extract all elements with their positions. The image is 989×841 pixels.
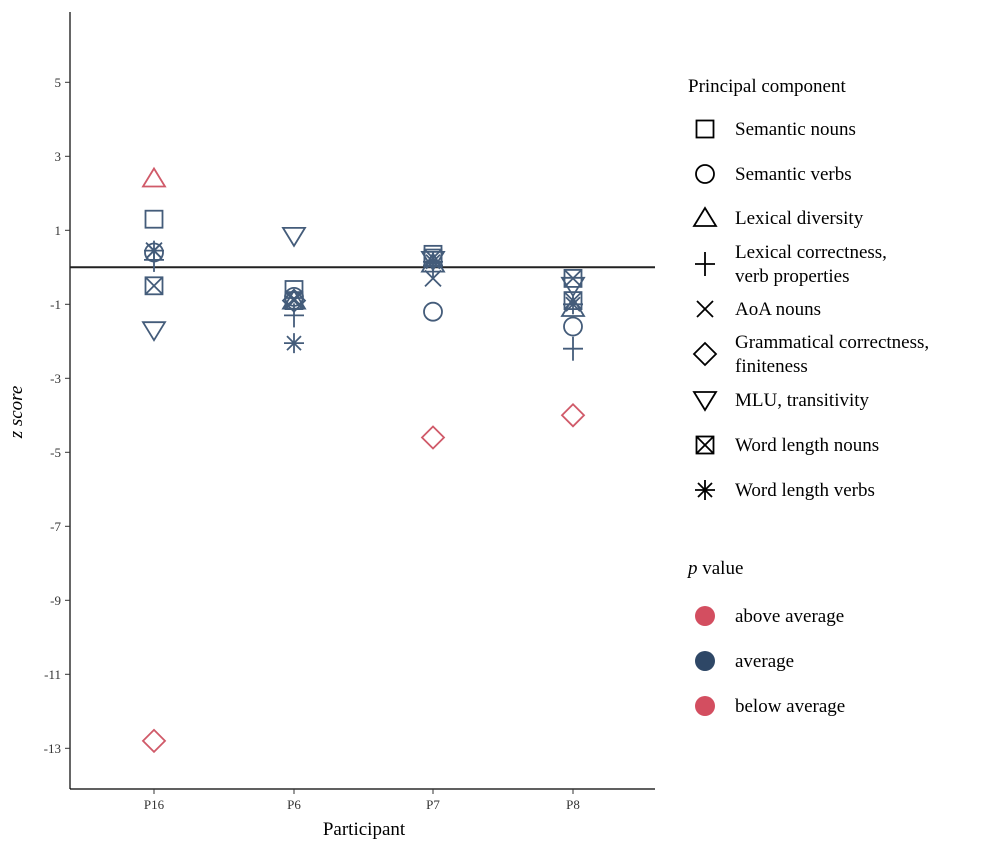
legend-label: Lexical diversity [735,208,864,229]
data-point [563,268,583,288]
data-point [284,291,304,311]
x-tick-label: P16 [144,797,165,812]
data-point [144,240,164,261]
data-point [144,276,164,296]
legend-color-label: above average [735,606,844,627]
data-point [560,403,586,428]
legend-key-triangle-up [692,206,718,227]
data-points [141,166,586,754]
legend-title-italic: p [686,558,698,579]
x-axis-title: Participant [323,819,406,840]
legend-label: Semantic nouns [735,119,856,140]
x-tick-label: P6 [287,797,301,812]
y-tick-label: -11 [44,667,61,682]
data-point [141,166,167,188]
legend-key-square [695,119,715,139]
x-tick-label: P8 [566,797,580,812]
y-tick-label: -5 [50,445,61,460]
axes: 5 3 1 -1 -3 -5 -7 -9 -11 -13 P16 P6 P7 P8 [44,12,655,812]
data-point [424,269,442,288]
legend-key-square-x [695,435,715,455]
y-tick-label: 1 [55,223,62,238]
y-tick-label: -7 [50,519,61,534]
legend-label: Grammatical correctness, [735,332,929,353]
data-point [563,316,583,337]
legend: Principal component Semantic nouns Semanti… [686,76,929,717]
data-point [144,209,164,229]
y-tick-label: -3 [50,371,61,386]
legend-label: Word length verbs [735,480,875,501]
data-point [284,333,304,354]
legend-label: MLU, transitivity [735,390,870,411]
data-point [563,294,583,315]
legend-key-asterisk [695,480,715,500]
legend-title-rest: value [698,558,744,579]
legend-title-shape: Principal component [688,76,846,97]
legend-color-swatch [695,651,715,671]
legend-label: Semantic verbs [735,164,852,185]
legend-color-label: below average [735,696,845,717]
y-tick-label: 5 [55,75,62,90]
data-point [141,728,167,754]
data-point [423,301,443,322]
y-tick-label: -1 [50,297,61,312]
data-point [281,288,307,313]
data-point [281,226,307,248]
legend-key-circle [695,164,715,184]
legend-key-diamond [692,341,718,367]
legend-label: verb properties [735,266,849,287]
data-point [420,425,446,450]
x-tick-label: P7 [426,797,440,812]
y-axis-title: z score [6,386,27,440]
legend-label: Word length nouns [735,435,879,456]
legend-color-swatch [695,696,715,716]
data-point [285,290,303,308]
legend-color-label: average [735,651,794,672]
data-point [284,303,304,328]
legend-label: Lexical correctness, [735,242,887,263]
y-tick-label: -13 [44,741,61,756]
legend-label: AoA nouns [735,299,821,320]
legend-title-color: p value [686,558,743,579]
y-tick-label: 3 [55,149,62,164]
legend-key-plus [695,252,715,276]
y-tick-label: -9 [50,593,61,608]
legend-key-triangle-down [692,391,718,412]
data-point [141,321,167,342]
data-point [563,336,583,361]
legend-label: finiteness [735,356,808,377]
legend-key-cross [696,300,714,318]
data-point [423,251,443,272]
legend-color-swatch [695,606,715,626]
